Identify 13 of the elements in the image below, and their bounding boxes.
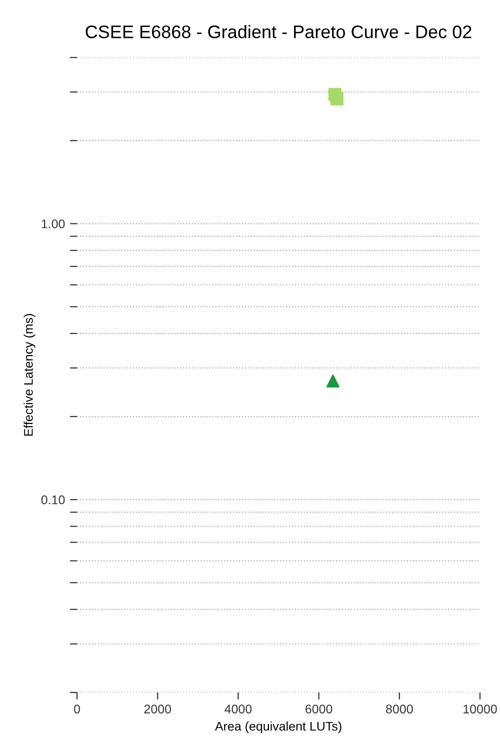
point [326, 374, 340, 388]
x-axis-title: Area (equivalent LUTs) [214, 721, 342, 734]
x-tick-label: 4000 [224, 704, 252, 714]
point [330, 92, 344, 106]
y-tick-label: 1.00 [42, 219, 65, 228]
x-tick-label: 10000 [464, 704, 497, 714]
x-tick-label: 0 [74, 704, 80, 714]
y-tick-label: 0.10 [41, 495, 65, 504]
x-tick-label: 6000 [306, 704, 332, 714]
chart-title: CSEE E6868 - Gradient - Pareto Curve - Dec 02 [86, 24, 472, 38]
x-tick-label: 8000 [386, 704, 413, 714]
y-axis-title: Effective Latency (ms) [24, 314, 36, 436]
x-tick-label: 2000 [144, 704, 172, 714]
